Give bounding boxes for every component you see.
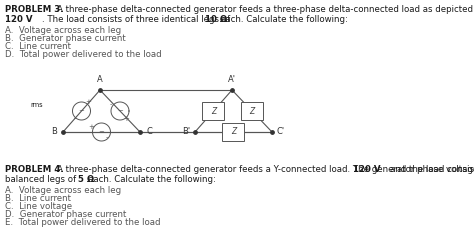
Text: ~: ~ (99, 129, 104, 135)
Text: A three-phase delta-connected generator feeds a three-phase delta-connected load: A three-phase delta-connected generator … (57, 5, 474, 14)
Text: C.  Line current: C. Line current (5, 42, 71, 51)
Text: C': C' (277, 128, 285, 137)
Text: 5 Ω: 5 Ω (78, 175, 94, 184)
Text: A': A' (228, 76, 236, 84)
Text: balanced legs of: balanced legs of (5, 175, 76, 184)
Bar (202, 102, 225, 120)
Text: -: - (73, 115, 76, 121)
Text: Z: Z (231, 128, 236, 137)
Bar (222, 123, 245, 141)
Text: C.  Line voltage: C. Line voltage (5, 202, 72, 211)
Text: C: C (146, 128, 152, 137)
Text: A.  Voltage across each leg: A. Voltage across each leg (5, 26, 121, 35)
Point (268, 130, 276, 134)
Text: B.  Generator phase current: B. Generator phase current (5, 34, 126, 43)
Point (191, 130, 199, 134)
Text: +: + (89, 124, 94, 130)
Text: +: + (86, 99, 91, 105)
Text: rms: rms (30, 102, 43, 108)
Bar (241, 102, 263, 120)
Text: 120 V: 120 V (5, 15, 33, 24)
Text: B.  Line current: B. Line current (5, 194, 71, 203)
Text: A: A (97, 76, 103, 84)
Text: Z: Z (249, 107, 255, 115)
Text: PROBLEM 4.: PROBLEM 4. (5, 165, 64, 174)
Text: 10 Ω: 10 Ω (205, 15, 227, 24)
Text: 120 V: 120 V (353, 165, 381, 174)
Point (136, 130, 144, 134)
Text: ~: ~ (79, 108, 84, 114)
Text: D.  Total power delivered to the load: D. Total power delivered to the load (5, 50, 162, 59)
Text: PROBLEM 3.: PROBLEM 3. (5, 5, 64, 14)
Text: D.  Generator phase current: D. Generator phase current (5, 210, 127, 219)
Text: +: + (123, 116, 129, 122)
Text: -: - (105, 134, 108, 140)
Text: -: - (110, 101, 112, 107)
Point (59, 130, 67, 134)
Text: each. Calculate the following:: each. Calculate the following: (88, 175, 216, 184)
Text: A three-phase delta-connected generator feeds a Y-connected load. The generator : A three-phase delta-connected generator … (57, 165, 474, 174)
Text: and the load consists of three: and the load consists of three (390, 165, 474, 174)
Text: ~: ~ (117, 108, 123, 114)
Text: . The load consists of three identical legs of: . The load consists of three identical l… (42, 15, 230, 24)
Text: Z: Z (211, 107, 216, 115)
Text: A.  Voltage across each leg: A. Voltage across each leg (5, 186, 121, 195)
Text: B: B (51, 128, 57, 137)
Point (228, 88, 236, 92)
Text: B': B' (182, 128, 190, 137)
Point (96, 88, 104, 92)
Text: each. Calculate the following:: each. Calculate the following: (220, 15, 348, 24)
Text: E.  Total power delivered to the load: E. Total power delivered to the load (5, 218, 161, 227)
